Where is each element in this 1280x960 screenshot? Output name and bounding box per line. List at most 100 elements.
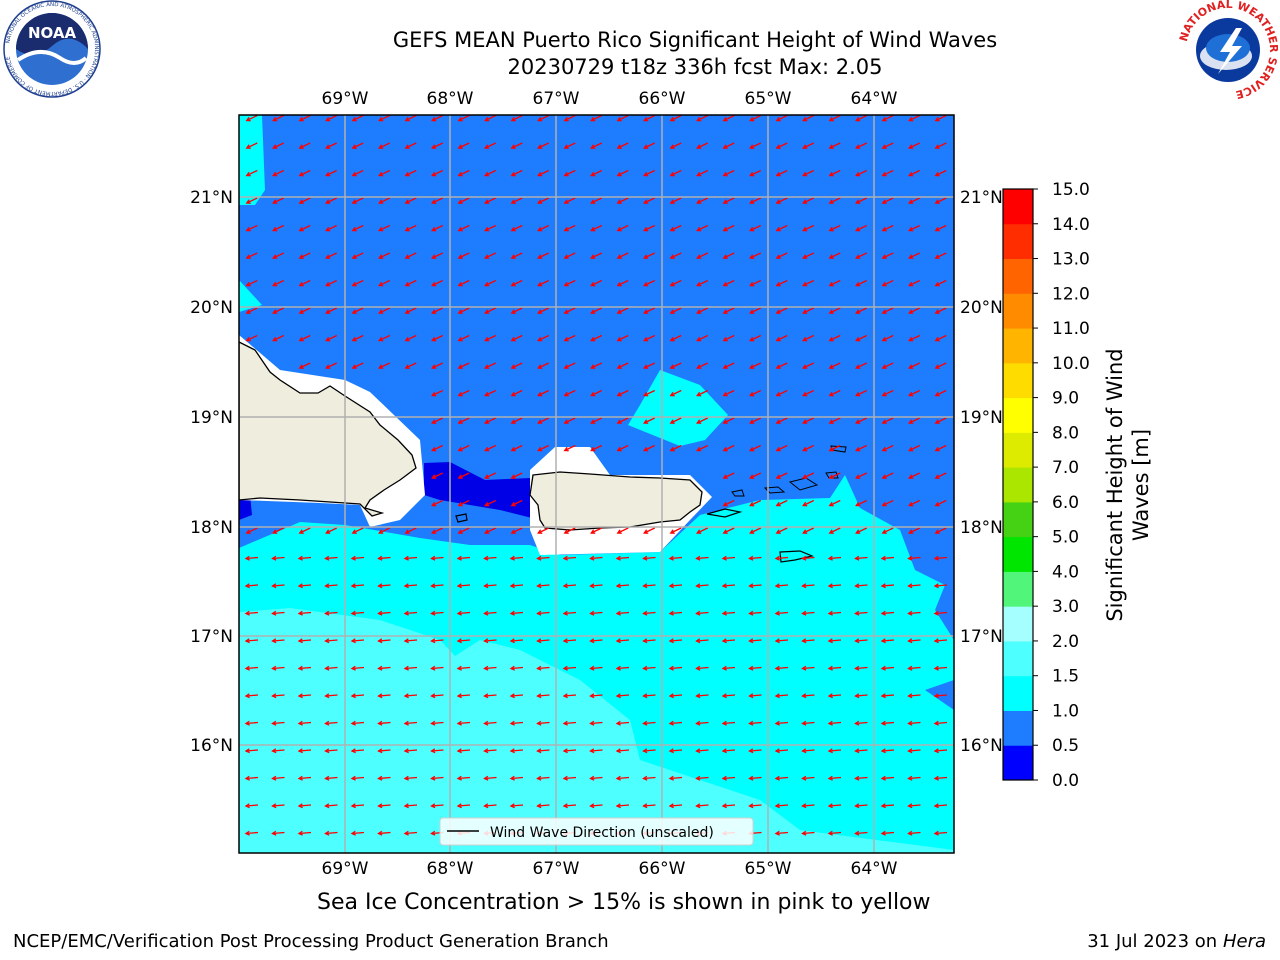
wave-direction-arrow [749,749,762,752]
wave-direction-arrow [511,197,523,204]
wave-direction-arrow [616,721,630,725]
wave-direction-arrow [908,694,921,697]
wave-direction-arrow [829,169,841,177]
wave-direction-arrow [351,831,365,835]
wave-direction-arrow [537,417,550,424]
wave-direction-arrow [405,142,417,149]
wave-direction-arrow [351,556,365,560]
wave-direction-arrow [484,252,497,259]
wave-direction-arrow [537,279,550,287]
wave-direction-arrow [298,776,312,780]
wave-direction-arrow [431,142,444,149]
colorbar-tick-label: 1.0 [1052,701,1079,721]
wave-direction-arrow [351,666,365,670]
wave-direction-arrow [537,334,550,342]
wave-direction-arrow [829,197,841,204]
footer-branch: NCEP/EMC/Verification Post Processing Pr… [13,931,609,952]
wave-direction-arrow [484,556,497,560]
wave-direction-arrow [484,694,497,697]
longitude-label: 68°W [427,859,474,879]
wave-direction-arrow [511,472,523,479]
wave-direction-arrow [829,417,841,424]
wave-direction-arrow [908,279,921,287]
wave-direction-arrow [484,417,497,424]
wave-direction-arrow [431,334,444,342]
wave-direction-arrow [643,776,656,780]
wave-direction-arrow [484,389,497,397]
wave-direction-arrow [246,197,258,204]
wave-direction-arrow [749,639,762,642]
wave-direction-arrow [325,252,338,259]
wave-direction-arrow [802,362,815,369]
latitude-label: 17°N [190,627,233,647]
wave-direction-arrow [378,831,391,835]
wave-direction-arrow [378,224,391,232]
wave-direction-arrow [723,115,735,122]
wave-direction-arrow [934,556,948,560]
wave-direction-arrow [881,749,895,752]
colorbar-segment [1003,710,1033,746]
wave-direction-arrow [431,527,444,534]
wave-direction-arrow [723,197,735,204]
wave-direction-arrow [669,749,683,752]
wave-direction-arrow [352,224,364,232]
wave-direction-arrow [882,362,894,369]
wave-direction-arrow [882,417,894,424]
wave-direction-arrow [564,444,576,452]
wave-direction-arrow [246,252,258,259]
wave-direction-arrow [749,527,762,534]
wave-direction-arrow [378,197,391,204]
wave-direction-arrow [802,444,815,452]
wave-direction-arrow [272,639,285,642]
wave-direction-arrow [723,307,735,314]
colorbar: 0.0 0.5 1.0 1.5 2.0 3.0 4.0 5.0 6.0 7.0 8.0 9.0 10.0… [1002,180,1090,791]
wave-direction-arrow [776,169,788,177]
wave-direction-arrow [510,666,524,670]
wave-direction-arrow [511,527,523,534]
wave-direction-arrow [484,279,497,287]
wave-direction-arrow [908,307,921,314]
wave-direction-arrow [882,115,894,122]
wave-direction-arrow [352,362,364,369]
wave-direction-arrow [616,611,630,615]
wave-direction-arrow [855,444,868,452]
wave-direction-arrow [431,224,444,232]
wave-direction-arrow [775,831,789,835]
wave-direction-arrow [431,694,444,697]
wave-direction-arrow [378,721,391,725]
wave-direction-arrow [881,721,895,725]
wave-direction-arrow [908,444,921,452]
wave-direction-arrow [829,252,841,259]
wave-direction-arrow [802,694,815,697]
mona-island [455,513,468,523]
wave-direction-arrow [802,334,815,342]
wave-direction-arrow [722,694,736,697]
wave-direction-arrow [272,115,285,122]
wave-field-low [424,462,532,518]
wave-direction-arrow [590,115,603,122]
wave-direction-arrow [828,556,842,560]
wave-direction-arrow [828,694,842,697]
wave-direction-arrow [537,749,550,752]
wave-direction-arrow [537,611,550,615]
wave-direction-arrow [378,666,391,670]
wave-direction-arrow [564,115,576,122]
wave-direction-arrow [617,197,629,204]
wave-direction-arrow [564,334,576,342]
wave-direction-arrow [299,169,311,177]
wave-direction-arrow [776,224,788,232]
colorbar-tick-label: 7.0 [1052,458,1079,478]
wave-direction-arrow [511,499,523,507]
wave-direction-arrow [564,197,576,204]
wave-direction-arrow [510,694,524,697]
wave-direction-arrow [908,776,921,780]
map-legend: Wind Wave Direction (unscaled) [439,817,754,846]
wave-direction-arrow [299,279,311,287]
colorbar-tick-label: 11.0 [1052,319,1090,339]
wave-direction-arrow [935,499,947,507]
colorbar-segment [1003,640,1033,677]
wave-direction-arrow [776,307,788,314]
wave-direction-arrow [272,831,285,835]
wave-direction-arrow [643,556,656,560]
